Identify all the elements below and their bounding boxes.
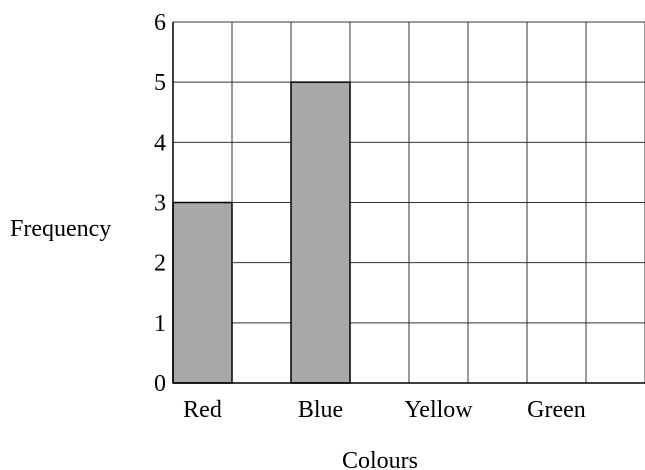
category-label-blue: Blue bbox=[298, 397, 343, 423]
category-label-yellow: Yellow bbox=[404, 397, 473, 423]
y-tick-label: 4 bbox=[154, 130, 166, 156]
y-axis-title: Frequency bbox=[10, 216, 111, 242]
bars bbox=[172, 81, 351, 384]
bar-blue bbox=[290, 81, 351, 384]
x-category-labels: Red Blue Yellow Green bbox=[183, 397, 586, 423]
y-tick-label: 0 bbox=[154, 371, 166, 397]
y-tick-label: 5 bbox=[154, 70, 166, 96]
y-tick-label: 1 bbox=[154, 311, 166, 337]
grid bbox=[172, 21, 645, 384]
x-axis-title: Colours bbox=[342, 448, 418, 470]
y-tick-label: 2 bbox=[154, 251, 166, 277]
category-label-red: Red bbox=[183, 397, 222, 423]
axes bbox=[172, 22, 645, 384]
y-tick-label: 6 bbox=[154, 10, 166, 36]
y-tick-label: 3 bbox=[154, 191, 166, 217]
category-label-green: Green bbox=[527, 397, 586, 423]
bar-red bbox=[172, 201, 233, 384]
y-tick-labels: 0 1 2 3 4 5 6 bbox=[154, 10, 166, 397]
